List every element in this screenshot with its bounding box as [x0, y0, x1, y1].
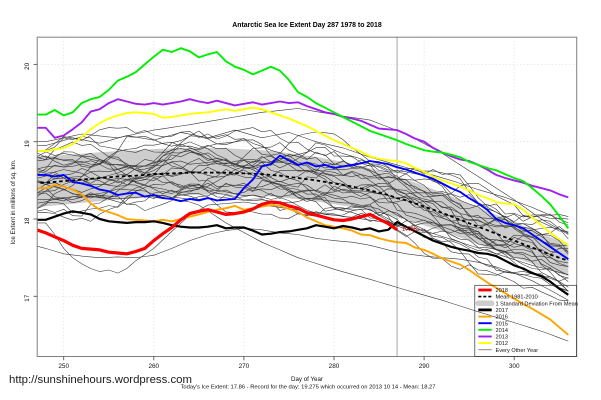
- svg-text:http://sunshinehours.wordpress: http://sunshinehours.wordpress.com: [9, 374, 192, 386]
- svg-text:300: 300: [509, 363, 520, 370]
- svg-text:2015: 2015: [496, 321, 508, 327]
- svg-text:1 Standard Deviation From Mean: 1 Standard Deviation From Mean: [496, 301, 578, 307]
- svg-text:Today's Ice Extent: 17.86 - R: Today's Ice Extent: 17.86 - Record for t…: [180, 385, 435, 391]
- svg-text:270: 270: [239, 363, 250, 370]
- svg-text:2014: 2014: [496, 328, 508, 334]
- svg-text:2017: 2017: [496, 308, 508, 314]
- svg-text:17: 17: [24, 294, 31, 301]
- svg-text:Antarctic Sea Ice Extent Day 2: Antarctic Sea Ice Extent Day 287 1978 to…: [232, 22, 382, 29]
- svg-text:Mean 1981-2010: Mean 1981-2010: [496, 295, 538, 301]
- svg-text:Every Other Year: Every Other Year: [496, 348, 539, 354]
- svg-text:2013: 2013: [496, 335, 508, 341]
- svg-text:17.86: 17.86: [402, 227, 418, 233]
- svg-text:2012: 2012: [496, 341, 508, 347]
- svg-text:280: 280: [329, 363, 340, 370]
- svg-text:19: 19: [24, 140, 31, 147]
- svg-text:2018: 2018: [496, 288, 508, 294]
- svg-text:290: 290: [419, 363, 430, 370]
- svg-text:260: 260: [148, 363, 159, 370]
- svg-text:2016: 2016: [496, 315, 508, 321]
- svg-text:Ice Extent in millions of sq.: Ice Extent in millions of sq. km.: [10, 159, 17, 244]
- svg-text:18: 18: [24, 217, 31, 224]
- svg-text:20: 20: [24, 62, 31, 69]
- svg-text:Day of Year: Day of Year: [291, 376, 323, 383]
- svg-text:250: 250: [58, 363, 69, 370]
